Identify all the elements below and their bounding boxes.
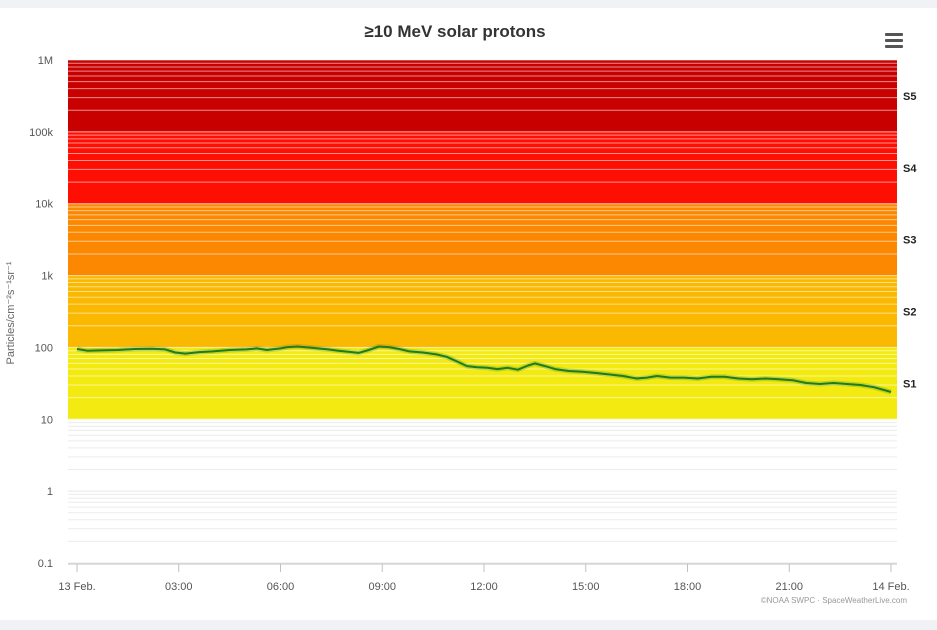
x-tick-label: 14 Feb. bbox=[872, 581, 909, 593]
storm-level-s5: S5 bbox=[903, 91, 916, 103]
x-tick-label: 21:00 bbox=[775, 581, 803, 593]
storm-level-s4: S4 bbox=[903, 163, 917, 175]
y-axis-ticks: 1M 100k 10k 1k 100 10 1 0.1 bbox=[29, 55, 53, 570]
series-line bbox=[76, 345, 892, 393]
chart-title: ≥10 MeV solar protons bbox=[364, 22, 545, 41]
credit-text: ©NOAA SWPC · SpaceWeatherLive.com bbox=[761, 596, 908, 605]
y-tick-label: 1k bbox=[41, 271, 53, 283]
x-tick-label: 06:00 bbox=[267, 581, 295, 593]
band-s4 bbox=[68, 131, 897, 204]
y-tick-label: 0.1 bbox=[38, 558, 53, 570]
x-tick-label: 12:00 bbox=[470, 581, 498, 593]
chart-container: ≥10 MeV solar protons 1M 100k 10k 1k 100 10 1 0… bbox=[0, 8, 937, 620]
x-tick-label: 13 Feb. bbox=[58, 581, 95, 593]
series-group bbox=[76, 344, 892, 395]
storm-level-bands bbox=[68, 60, 897, 420]
band-s5 bbox=[68, 60, 897, 132]
y-tick-label: 10 bbox=[41, 414, 53, 426]
band-s3 bbox=[68, 203, 897, 276]
y-tick-label: 100 bbox=[35, 342, 53, 354]
y-tick-label: 10k bbox=[35, 199, 53, 211]
y-axis-label: Particles/cm⁻²s⁻¹sr⁻¹ bbox=[5, 261, 17, 364]
y-tick-label: 100k bbox=[29, 127, 53, 139]
x-tick-label: 09:00 bbox=[368, 581, 396, 593]
storm-level-s3: S3 bbox=[903, 235, 916, 247]
x-axis: 13 Feb. 03:00 06:00 09:00 12:00 15:00 18:00 21:… bbox=[58, 563, 910, 593]
storm-level-s1: S1 bbox=[903, 378, 916, 390]
y-tick-label: 1M bbox=[38, 55, 53, 67]
x-tick-label: 18:00 bbox=[674, 581, 702, 593]
proton-flux-chart: ≥10 MeV solar protons 1M 100k 10k 1k 100 10 1 0… bbox=[5, 22, 917, 605]
y-tick-label: 1 bbox=[47, 486, 53, 498]
menu-icon[interactable] bbox=[880, 31, 908, 53]
y-grid bbox=[68, 59, 897, 564]
storm-level-labels: S1 S2 S3 S4 S5 bbox=[903, 91, 917, 390]
band-s1 bbox=[68, 347, 897, 420]
x-tick-label: 03:00 bbox=[165, 581, 193, 593]
x-tick-label: 15:00 bbox=[572, 581, 600, 593]
band-s2 bbox=[68, 275, 897, 348]
storm-level-s2: S2 bbox=[903, 307, 916, 319]
